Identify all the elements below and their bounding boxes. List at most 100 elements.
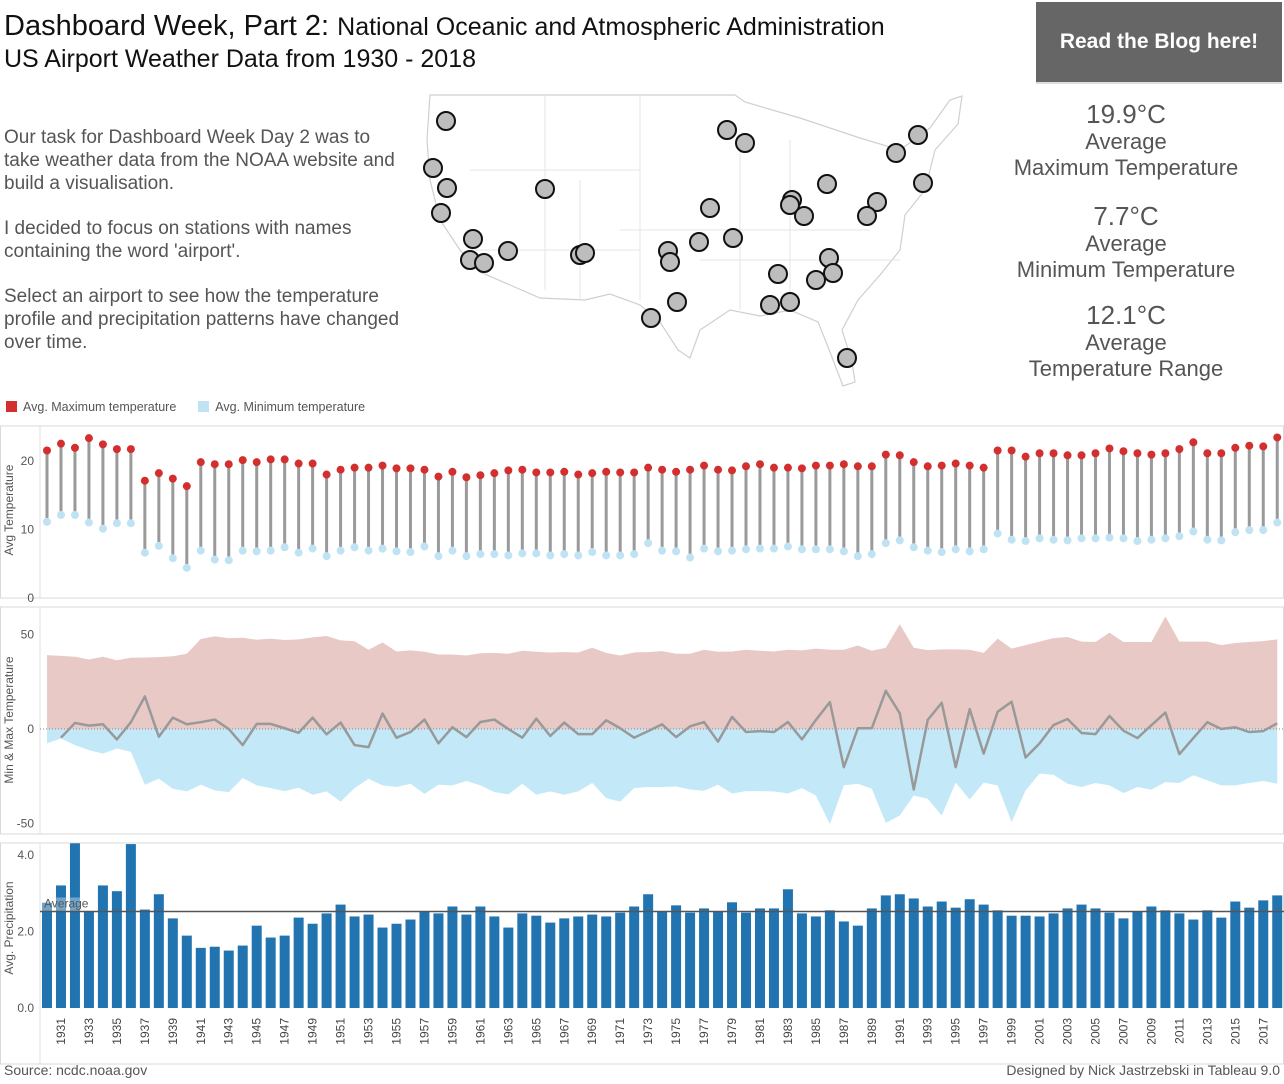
min-temp-point[interactable] [266, 546, 275, 555]
max-temp-point[interactable] [112, 445, 121, 454]
precipitation-bar[interactable] [307, 923, 318, 1008]
airport-marker[interactable] [913, 173, 933, 193]
min-temp-point[interactable] [252, 547, 261, 556]
airport-marker[interactable] [817, 174, 837, 194]
precipitation-bar[interactable] [810, 916, 821, 1008]
max-temp-point[interactable] [1035, 449, 1044, 458]
airport-marker[interactable] [535, 179, 555, 199]
min-temp-point[interactable] [532, 549, 541, 558]
max-temp-point[interactable] [448, 467, 457, 476]
max-temp-point[interactable] [686, 465, 695, 474]
max-temp-point[interactable] [168, 474, 177, 483]
max-temp-point[interactable] [839, 460, 848, 469]
min-temp-point[interactable] [1063, 536, 1072, 545]
max-temp-point[interactable] [979, 463, 988, 472]
precipitation-bar[interactable] [265, 937, 276, 1008]
max-temp-point[interactable] [154, 469, 163, 478]
precipitation-bar[interactable] [796, 913, 807, 1008]
max-temp-point[interactable] [546, 468, 555, 477]
min-temp-point[interactable] [476, 550, 485, 559]
max-temp-point[interactable] [322, 470, 331, 479]
max-temp-point[interactable] [881, 450, 890, 459]
min-temp-point[interactable] [140, 548, 149, 557]
precipitation-bar[interactable] [153, 894, 164, 1008]
precipitation-bar[interactable] [573, 916, 584, 1008]
max-temp-point[interactable] [1231, 443, 1240, 452]
min-temp-point[interactable] [1147, 535, 1156, 544]
min-temp-point[interactable] [308, 544, 317, 553]
max-temp-point[interactable] [504, 466, 513, 475]
precipitation-bar[interactable] [181, 935, 192, 1008]
min-temp-point[interactable] [294, 548, 303, 557]
precipitation-bar[interactable] [1202, 910, 1213, 1008]
max-temp-point[interactable] [336, 465, 345, 474]
airport-marker[interactable] [768, 264, 788, 284]
max-temp-point[interactable] [1189, 438, 1198, 447]
max-temp-point[interactable] [490, 469, 499, 478]
min-temp-point[interactable] [84, 518, 93, 527]
airport-marker[interactable] [437, 178, 457, 198]
airport-marker[interactable] [423, 158, 443, 178]
precipitation-bar[interactable] [335, 904, 346, 1008]
max-temp-point[interactable] [1259, 442, 1268, 451]
max-temp-point[interactable] [266, 455, 275, 464]
precipitation-bar[interactable] [1230, 901, 1241, 1008]
min-temp-point[interactable] [644, 539, 653, 548]
min-temp-point[interactable] [336, 546, 345, 555]
precipitation-bar[interactable] [167, 918, 178, 1008]
min-temp-point[interactable] [1217, 536, 1226, 545]
us-map[interactable] [423, 94, 963, 387]
max-temp-point[interactable] [1161, 449, 1170, 458]
max-temp-point[interactable] [769, 463, 778, 472]
min-temp-point[interactable] [797, 545, 806, 554]
precipitation-bar[interactable] [1048, 913, 1059, 1008]
min-temp-point[interactable] [937, 548, 946, 557]
max-temp-point[interactable] [588, 469, 597, 478]
min-temp-point[interactable] [783, 542, 792, 551]
min-temp-point[interactable] [1231, 528, 1240, 537]
precipitation-bar[interactable] [964, 899, 975, 1008]
precipitation-bar[interactable] [55, 885, 66, 1008]
precipitation-bar[interactable] [699, 908, 710, 1008]
max-temp-point[interactable] [560, 467, 569, 476]
max-temp-point[interactable] [602, 467, 611, 476]
min-temp-point[interactable] [1175, 532, 1184, 541]
airport-marker[interactable] [823, 263, 843, 283]
min-temp-point[interactable] [210, 555, 219, 564]
min-temp-point[interactable] [112, 519, 121, 528]
min-temp-point[interactable] [560, 550, 569, 559]
min-temp-point[interactable] [224, 556, 233, 565]
min-temp-point[interactable] [755, 544, 764, 553]
min-temp-point[interactable] [182, 563, 191, 572]
min-temp-point[interactable] [839, 547, 848, 556]
max-temp-point[interactable] [1077, 451, 1086, 460]
airport-marker[interactable] [436, 111, 456, 131]
max-temp-point[interactable] [672, 467, 681, 476]
max-temp-point[interactable] [56, 439, 65, 448]
precipitation-bar[interactable] [643, 894, 654, 1008]
precipitation-bar[interactable] [838, 921, 849, 1008]
precipitation-bar[interactable] [1146, 906, 1157, 1008]
precipitation-bar[interactable] [629, 906, 640, 1008]
airport-marker[interactable] [660, 252, 680, 272]
max-temp-point[interactable] [1175, 445, 1184, 454]
min-temp-point[interactable] [630, 550, 639, 559]
precipitation-bar[interactable] [978, 904, 989, 1008]
max-temp-point[interactable] [923, 462, 932, 471]
min-temp-point[interactable] [98, 524, 107, 533]
precipitation-bar[interactable] [671, 905, 682, 1008]
airport-marker[interactable] [700, 198, 720, 218]
max-temp-point[interactable] [909, 458, 918, 467]
max-temp-point[interactable] [895, 451, 904, 460]
max-temp-point[interactable] [1021, 452, 1030, 461]
precipitation-bar[interactable] [950, 907, 961, 1008]
airport-marker[interactable] [806, 270, 826, 290]
precipitation-bar[interactable] [83, 911, 94, 1008]
min-temp-point[interactable] [280, 543, 289, 552]
read-blog-button[interactable]: Read the Blog here! [1036, 2, 1282, 84]
min-temp-point[interactable] [448, 546, 457, 555]
airport-marker[interactable] [689, 232, 709, 252]
min-temp-point[interactable] [434, 552, 443, 561]
min-temp-point[interactable] [43, 517, 51, 526]
airport-marker[interactable] [723, 228, 743, 248]
